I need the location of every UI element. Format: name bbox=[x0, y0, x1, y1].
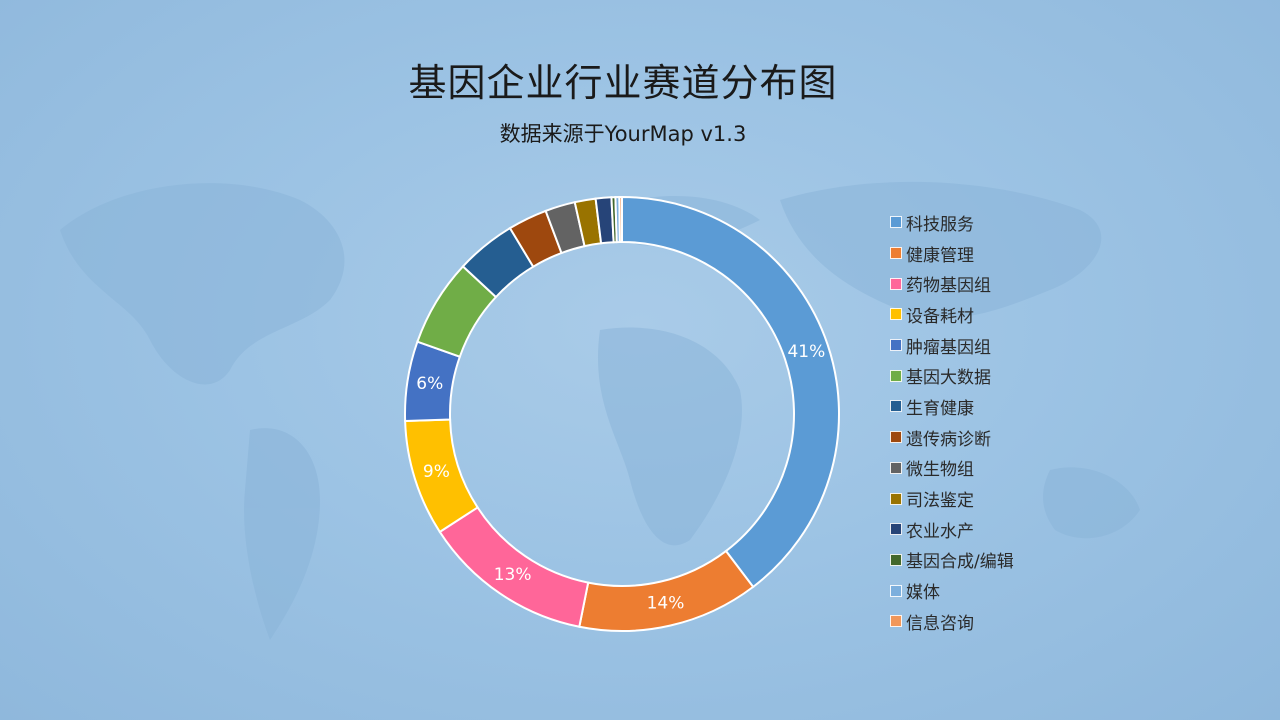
legend-label: 健康管理 bbox=[906, 245, 974, 266]
legend-item: 农业水产 bbox=[890, 514, 1130, 545]
legend-item: 媒体 bbox=[890, 575, 1130, 606]
legend-label: 设备耗材 bbox=[906, 306, 974, 327]
legend-swatch bbox=[890, 400, 902, 413]
legend-label: 媒体 bbox=[906, 583, 940, 604]
legend-label: 司法鉴定 bbox=[906, 491, 974, 512]
legend-swatch bbox=[890, 461, 902, 474]
legend-swatch bbox=[890, 308, 902, 321]
slice-data-label: 14% bbox=[647, 594, 685, 614]
legend-label: 信息咨询 bbox=[906, 613, 974, 634]
slice-data-label: 13% bbox=[494, 565, 532, 585]
legend-item: 健康管理 bbox=[890, 238, 1130, 269]
legend-item: 微生物组 bbox=[890, 453, 1130, 484]
chart-subtitle: 数据来源于YourMap v1.3 bbox=[499, 122, 747, 146]
legend-swatch bbox=[890, 584, 902, 597]
legend-swatch bbox=[890, 277, 902, 290]
legend-swatch bbox=[890, 431, 902, 444]
legend-label: 生育健康 bbox=[906, 398, 974, 419]
legend-item: 科技服务 bbox=[890, 207, 1130, 238]
legend-swatch bbox=[890, 523, 902, 536]
legend-swatch bbox=[890, 492, 902, 505]
legend-swatch bbox=[890, 216, 902, 229]
legend-swatch bbox=[890, 247, 902, 260]
legend-label: 基因合成/编辑 bbox=[906, 552, 1014, 573]
legend-item: 生育健康 bbox=[890, 391, 1130, 422]
legend-label: 药物基因组 bbox=[906, 276, 991, 297]
legend-label: 肿瘤基因组 bbox=[906, 337, 991, 358]
legend-item: 遗传病诊断 bbox=[890, 422, 1130, 453]
slice-data-label: 6% bbox=[416, 374, 443, 394]
donut-slices bbox=[404, 195, 840, 632]
legend-label: 科技服务 bbox=[906, 214, 974, 235]
legend-label: 微生物组 bbox=[906, 460, 974, 481]
slice-data-label: 9% bbox=[423, 462, 450, 482]
legend-swatch bbox=[890, 553, 902, 566]
legend-label: 农业水产 bbox=[906, 521, 974, 542]
legend-item: 信息咨询 bbox=[890, 606, 1130, 637]
slice-data-label: 41% bbox=[787, 342, 825, 362]
legend-swatch bbox=[890, 615, 902, 628]
legend-item: 肿瘤基因组 bbox=[890, 330, 1130, 361]
legend-label: 遗传病诊断 bbox=[906, 429, 991, 450]
legend-item: 药物基因组 bbox=[890, 268, 1130, 299]
legend-item: 设备耗材 bbox=[890, 299, 1130, 330]
chart-title: 基因企业行业赛道分布图 bbox=[408, 61, 838, 105]
donut-slice bbox=[578, 549, 755, 632]
donut-slice bbox=[618, 195, 623, 244]
donut-slice bbox=[621, 195, 840, 589]
donut-data-labels: 41% 14% 13% 9% 6% bbox=[416, 342, 825, 614]
legend-swatch bbox=[890, 339, 902, 352]
legend-item: 基因大数据 bbox=[890, 360, 1130, 391]
legend-item: 基因合成/编辑 bbox=[890, 545, 1130, 576]
chart-legend: 科技服务健康管理药物基因组设备耗材肿瘤基因组基因大数据生育健康遗传病诊断微生物组… bbox=[890, 207, 1130, 637]
legend-label: 基因大数据 bbox=[906, 368, 991, 389]
legend-item: 司法鉴定 bbox=[890, 483, 1130, 514]
legend-swatch bbox=[890, 369, 902, 382]
